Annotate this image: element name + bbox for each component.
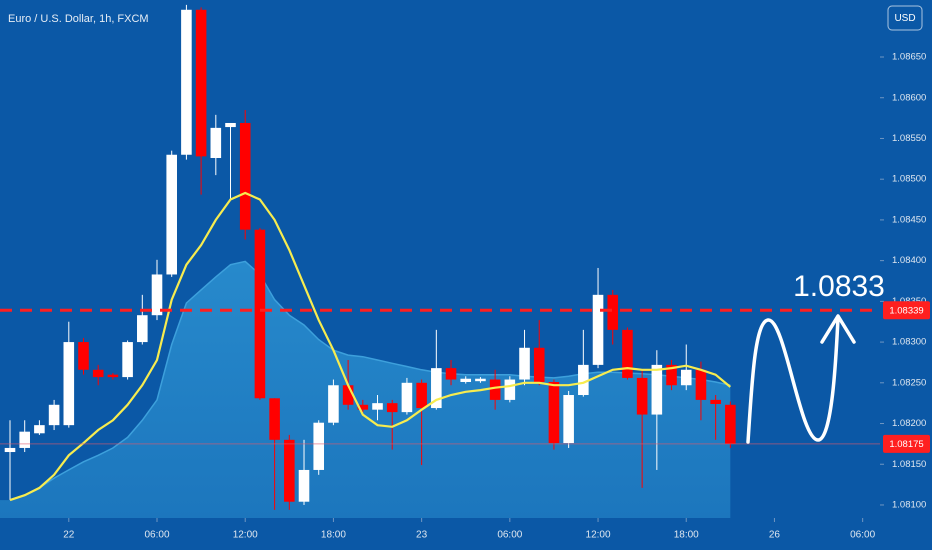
candle-body (592, 294, 604, 365)
candle-body (210, 127, 222, 159)
x-tick-label: 18:00 (674, 530, 699, 541)
y-tick-label: 1.08500 (892, 174, 926, 185)
candle-body (622, 329, 633, 378)
candle-body (78, 342, 89, 370)
candle-body (107, 374, 119, 378)
candle-body (284, 439, 295, 502)
candle-body (636, 377, 648, 415)
candle-body (475, 378, 486, 382)
y-tick-label: 1.08200 (892, 418, 926, 429)
y-tick-label: 1.08550 (892, 133, 926, 144)
candle-body (151, 274, 163, 316)
candle-body (460, 378, 472, 382)
level-label-box (883, 301, 930, 320)
candle-body (695, 369, 707, 400)
candle-body (298, 469, 310, 502)
candle-body (504, 379, 516, 400)
candle-body (651, 364, 663, 415)
candle-body (666, 364, 677, 386)
candle-body (519, 347, 530, 380)
chart-title: Euro / U.S. Dollar, 1h, FXCM (8, 13, 149, 25)
projection-curve (746, 316, 840, 444)
candle-body (328, 385, 339, 423)
currency-button[interactable] (887, 5, 923, 31)
y-tick-label: 1.08450 (892, 214, 926, 225)
candle-body (725, 404, 736, 444)
candle-body (710, 399, 721, 404)
x-tick-label: 06:00 (497, 530, 522, 541)
area (0, 261, 731, 518)
candle-body (239, 122, 251, 230)
candle-body (548, 381, 560, 444)
x-tick-label: 22 (63, 530, 75, 541)
y-tick-label: 1.08300 (892, 337, 926, 348)
candle-body (401, 382, 413, 413)
candle-body (225, 122, 236, 128)
candle-body (313, 422, 325, 470)
candle-body (63, 342, 75, 426)
candle-body (48, 404, 60, 426)
candle-body (181, 9, 192, 155)
x-tick-label: 26 (769, 530, 781, 541)
candle-body (489, 379, 501, 400)
x-tick-label: 06:00 (144, 530, 169, 541)
candle-body (357, 404, 369, 410)
currency-label[interactable]: USD (894, 13, 915, 24)
candle-body (372, 403, 383, 410)
candle-body (19, 431, 30, 448)
y-tick-label: 1.08650 (892, 52, 926, 63)
y-tick-label: 1.08100 (892, 499, 926, 510)
y-tick-label: 1.08150 (892, 459, 926, 470)
candle-body (416, 382, 427, 409)
x-tick-label: 23 (416, 530, 428, 541)
candle-body (563, 395, 574, 444)
x-tick-label: 06:00 (850, 530, 875, 541)
x-tick-label: 18:00 (321, 530, 346, 541)
projection-arrowhead (820, 314, 856, 344)
y-tick-label: 1.08600 (892, 92, 926, 103)
candle-body (269, 398, 280, 440)
candle-body (431, 368, 442, 409)
candle-body (137, 315, 148, 343)
annotation: 1.0833 (793, 270, 885, 303)
candle-body (4, 447, 16, 453)
moving-average (9, 191, 732, 502)
candle-body (607, 294, 619, 330)
candle-body (122, 342, 133, 378)
candle-body (34, 425, 45, 434)
candle-body (92, 369, 104, 378)
y-tick-label: 1.08250 (892, 377, 926, 388)
y-tick-label: 1.08400 (892, 255, 926, 266)
candle-body (254, 229, 266, 399)
candle-body (342, 385, 354, 405)
last-price-label: 1.08175 (889, 439, 923, 450)
x-tick-label: 12:00 (233, 530, 258, 541)
candle-body (166, 154, 177, 275)
candle-body (195, 9, 207, 157)
level-label: 1.08339 (889, 305, 923, 316)
area-edge (9, 260, 731, 501)
candle-body (680, 369, 692, 386)
candle-body (578, 364, 589, 396)
candle-body (533, 347, 545, 382)
candle-body (445, 368, 457, 380)
candle-body (386, 403, 398, 413)
last-price-box (883, 434, 930, 453)
x-tick-label: 12:00 (586, 530, 611, 541)
